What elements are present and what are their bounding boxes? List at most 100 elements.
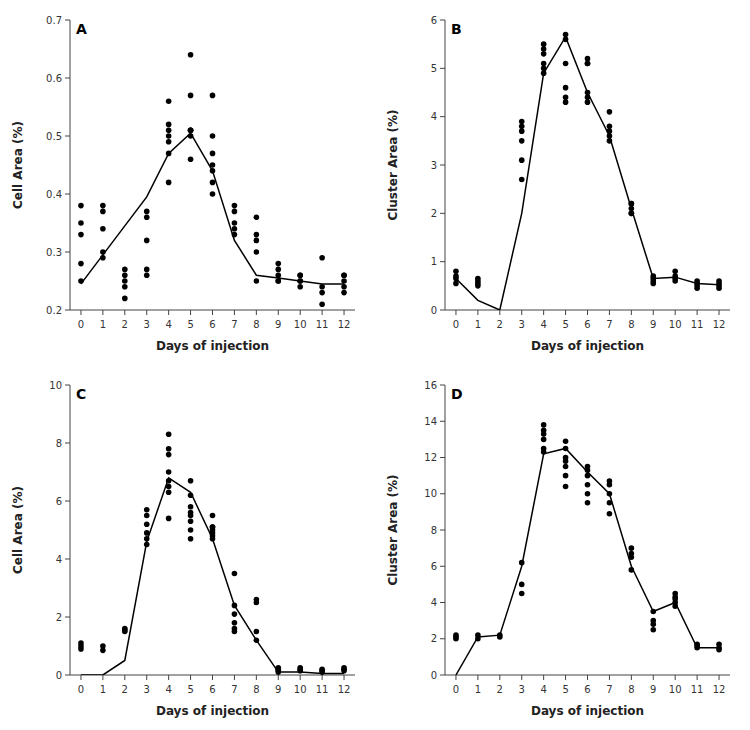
x-tick: [653, 675, 654, 680]
scatter-point: [78, 261, 84, 267]
scatter-point: [144, 209, 150, 215]
trend-line: [81, 133, 344, 284]
x-tick-label: 6: [584, 684, 590, 695]
scatter-point: [78, 232, 84, 238]
x-tick: [587, 675, 588, 680]
y-tick-label: 4: [56, 554, 62, 565]
x-tick-label: 11: [691, 319, 704, 330]
scatter-point: [232, 571, 238, 577]
x-tick-label: 4: [165, 319, 171, 330]
scatter-point: [188, 52, 194, 58]
panel-label: B: [451, 21, 462, 37]
scatter-point: [541, 46, 547, 52]
x-tick: [565, 310, 566, 315]
scatter-point: [122, 626, 128, 632]
y-tick: [440, 566, 445, 567]
scatter-point: [232, 220, 238, 226]
scatter-point: [453, 632, 459, 638]
x-tick: [499, 310, 500, 315]
x-axis-label: Days of injection: [156, 704, 269, 718]
panel: 01234567891011120246810Days of injection…: [11, 380, 355, 719]
x-tick: [124, 675, 125, 680]
x-tick-label: 10: [294, 684, 307, 695]
y-tick-label: 5: [431, 63, 437, 74]
scatter-point: [519, 138, 525, 144]
scatter-point: [78, 640, 84, 646]
x-tick-label: 2: [497, 319, 503, 330]
x-tick-label: 11: [691, 684, 704, 695]
scatter-point: [563, 455, 569, 461]
y-tick: [440, 165, 445, 166]
scatter-point: [232, 620, 238, 626]
x-tick-label: 0: [453, 319, 459, 330]
scatter-point: [519, 177, 525, 183]
x-tick-label: 6: [209, 319, 215, 330]
y-tick: [440, 20, 445, 21]
scatter-point: [519, 128, 525, 134]
scatter-point: [232, 203, 238, 209]
plot-area: [78, 52, 347, 307]
x-tick: [477, 675, 478, 680]
scatter-point: [563, 438, 569, 444]
scatter-point: [166, 139, 172, 145]
x-tick-label: 8: [628, 684, 634, 695]
y-tick: [65, 559, 70, 560]
scatter-point: [122, 272, 128, 278]
y-tick: [65, 136, 70, 137]
x-tick-label: 4: [165, 684, 171, 695]
x-tick-label: 12: [713, 684, 726, 695]
x-tick: [256, 675, 257, 680]
y-tick: [440, 116, 445, 117]
scatter-point: [166, 432, 172, 438]
background: [0, 0, 750, 730]
y-tick-label: 4: [431, 597, 437, 608]
y-tick-label: 0.3: [46, 247, 62, 258]
scatter-point: [650, 627, 656, 633]
x-tick: [190, 310, 191, 315]
scatter-point: [716, 641, 722, 647]
scatter-point: [585, 61, 591, 67]
y-tick: [440, 421, 445, 422]
scatter-point: [254, 214, 260, 220]
x-tick: [102, 675, 103, 680]
scatter-point: [232, 626, 238, 632]
scatter-point: [563, 473, 569, 479]
x-tick-label: 8: [253, 319, 259, 330]
scatter-point: [341, 272, 347, 278]
x-tick: [300, 310, 301, 315]
x-tick-label: 0: [453, 684, 459, 695]
y-tick: [440, 602, 445, 603]
scatter-point: [672, 269, 678, 275]
x-tick-label: 5: [562, 319, 568, 330]
y-tick: [65, 443, 70, 444]
x-tick-label: 3: [519, 319, 525, 330]
y-axis: [70, 385, 71, 675]
y-tick: [440, 261, 445, 262]
x-tick-label: 7: [606, 684, 612, 695]
x-tick: [212, 310, 213, 315]
x-tick: [344, 310, 345, 315]
y-tick-label: 16: [424, 380, 437, 391]
y-tick: [65, 501, 70, 502]
scatter-point: [319, 290, 325, 296]
x-tick: [234, 675, 235, 680]
x-tick: [631, 310, 632, 315]
trend-line: [81, 478, 344, 675]
scatter-point: [519, 591, 525, 597]
scatter-point: [563, 464, 569, 470]
scatter-point: [541, 446, 547, 452]
scatter-point: [166, 98, 172, 104]
x-tick-label: 3: [519, 684, 525, 695]
y-tick-label: 3: [431, 160, 437, 171]
y-tick-label: 2: [56, 612, 62, 623]
x-tick-label: 12: [713, 319, 726, 330]
scatter-point: [563, 61, 569, 67]
trend-line: [456, 448, 719, 675]
scatter-point: [519, 124, 525, 130]
y-tick-label: 2: [431, 633, 437, 644]
y-tick: [440, 530, 445, 531]
scatter-point: [541, 41, 547, 47]
panel-label: A: [76, 21, 87, 37]
x-tick-label: 12: [338, 684, 351, 695]
x-tick: [80, 310, 81, 315]
